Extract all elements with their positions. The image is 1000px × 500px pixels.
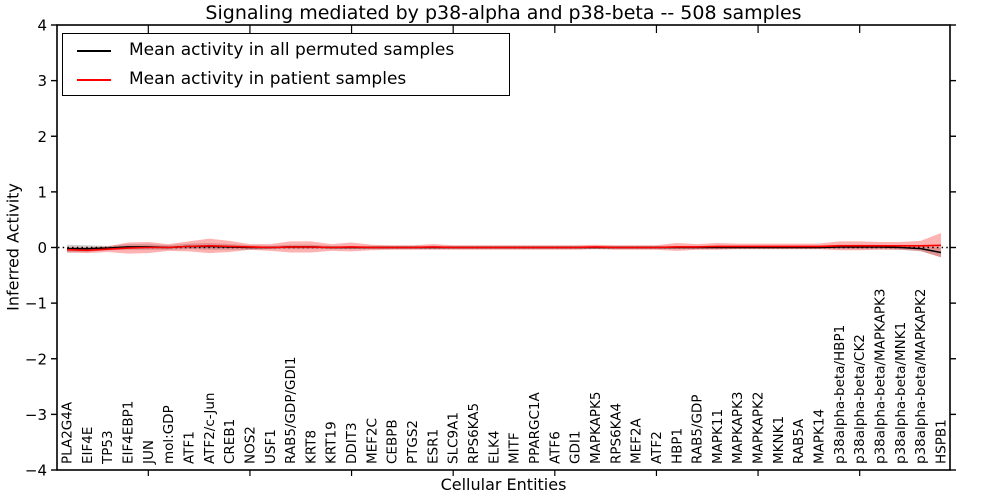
y-tick-label: −1: [25, 295, 47, 313]
x-category-label: RPS6KA4: [608, 403, 624, 464]
x-category-label: CEBPB: [385, 419, 401, 464]
x-category-label: TP53: [100, 430, 116, 465]
x-category-label: RAB5A: [791, 418, 807, 464]
x-category-label: p38alpha-beta/CK2: [852, 334, 868, 464]
chart-title: Signaling mediated by p38-alpha and p38-…: [205, 2, 802, 24]
x-category-label: RPS6KA5: [466, 403, 482, 464]
legend-line-red: [77, 79, 111, 82]
x-category-label: DDIT3: [344, 422, 360, 464]
x-category-label: PLA2G4A: [60, 401, 76, 464]
x-category-label: MEF2C: [364, 418, 380, 464]
std-band: [67, 233, 941, 258]
x-category-label: HBP1: [669, 428, 685, 464]
x-category-label: MAPKAPK3: [730, 392, 746, 464]
x-category-label: MAPKAPK5: [588, 392, 604, 464]
x-category-label: EIF4EBP1: [120, 401, 136, 464]
x-category-label: KRT8: [303, 430, 319, 464]
x-category-label: p38alpha-beta/HBP1: [832, 325, 848, 464]
x-category-label: mol:GDP: [161, 405, 177, 464]
x-category-label: NOS2: [242, 426, 258, 464]
x-category-label: ATF2/c-Jun: [202, 393, 218, 464]
x-category-label: p38alpha-beta/MAPKAPK2: [913, 289, 929, 465]
y-tick-label: 1: [37, 183, 47, 201]
x-axis-label: Cellular Entities: [440, 475, 567, 494]
x-category-label: SLC9A1: [446, 412, 462, 464]
y-tick-label: 3: [37, 72, 47, 90]
x-category-label: PTGS2: [405, 420, 421, 464]
y-tick-label: 2: [37, 128, 47, 146]
legend-line-black: [77, 49, 111, 52]
x-category-label: USF1: [263, 429, 279, 464]
x-category-label: JUN: [141, 440, 157, 465]
x-category-label: MEF2A: [629, 417, 645, 464]
x-category-label: MAPKAPK2: [751, 392, 767, 464]
x-category-label: p38alpha-beta/MNK1: [893, 322, 909, 464]
x-category-label: CREB1: [222, 419, 238, 464]
x-category-label: ELK4: [486, 431, 502, 465]
x-category-label: RAB5/GDP: [690, 395, 706, 464]
legend-entry-permuted: Mean activity in all permuted samples: [63, 36, 509, 64]
x-category-label: MKNK1: [771, 416, 787, 464]
x-category-label: EIF4E: [80, 427, 96, 464]
x-category-label: ATF1: [181, 431, 197, 464]
y-tick-label: −2: [25, 350, 47, 368]
x-category-label: MAPK14: [812, 409, 828, 464]
x-category-label: ESR1: [425, 429, 441, 464]
x-category-label: MITF: [507, 432, 523, 464]
x-category-label: HSPB1: [934, 419, 950, 464]
legend-label-permuted: Mean activity in all permuted samples: [129, 39, 455, 60]
x-category-label: ATF6: [547, 431, 563, 464]
x-category-label: MAPK11: [710, 409, 726, 464]
y-tick-label: −3: [25, 406, 47, 424]
y-tick-label: −4: [25, 462, 47, 480]
y-axis-label: Inferred Activity: [3, 183, 23, 311]
legend-entry-patient: Mean activity in patient samples: [63, 65, 509, 93]
x-category-label: ATF2: [649, 431, 665, 464]
x-category-label: KRT19: [324, 421, 340, 464]
x-category-label: PPARGC1A: [527, 391, 543, 464]
legend: Mean activity in all permuted samples Me…: [62, 33, 510, 96]
x-category-label: p38alpha-beta/MAPKAPK3: [873, 289, 889, 465]
y-tick-label: 0: [37, 239, 47, 257]
x-category-label: RAB5/GDP/GDI1: [283, 357, 299, 464]
legend-label-patient: Mean activity in patient samples: [129, 69, 407, 90]
mean-line: [66, 244, 942, 252]
y-tick-label: 4: [37, 17, 47, 35]
x-category-label: GDI1: [568, 431, 584, 464]
